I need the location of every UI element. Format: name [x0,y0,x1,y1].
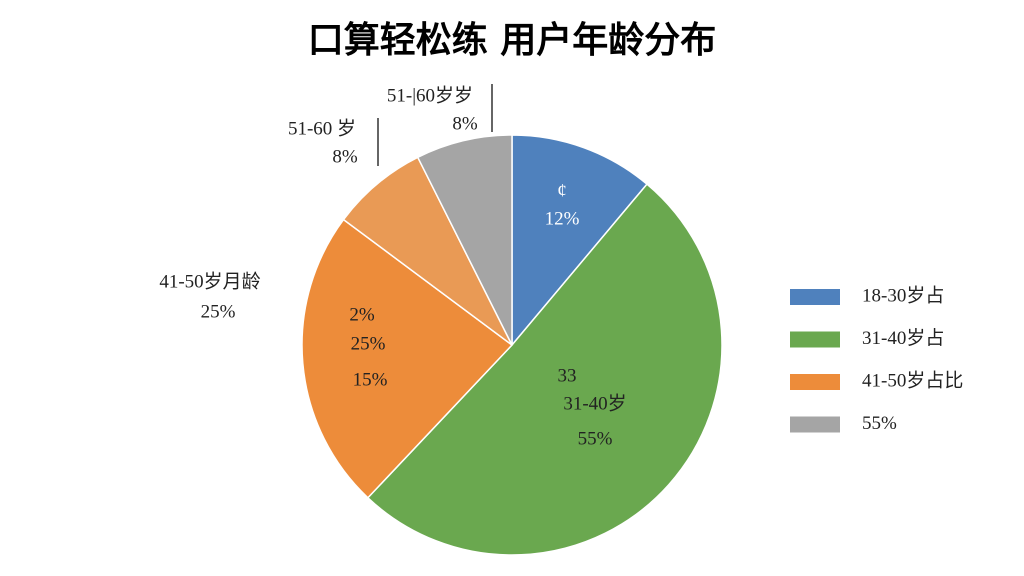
annotation: ¢ [557,180,567,201]
legend-label: 55% [862,413,897,434]
legend-swatch [790,331,840,348]
pie-slice [342,156,513,346]
pie-slice [511,134,649,348]
annotation: 33 [558,365,577,386]
category-label: 41-50岁月龄 [159,270,260,292]
pie-slice [416,134,513,346]
value-label: 8% [332,146,358,167]
value-label: 8% [452,113,478,134]
legend-swatch [790,374,840,390]
legend-swatch [790,289,840,305]
legend-label: 18-30岁占 [862,284,944,306]
annotation: 2% [349,304,375,325]
category-label: 31-40岁 [563,392,626,414]
value-label: 25% [351,333,386,354]
pie-slice [366,183,723,556]
category-label: 51-60 岁 [288,117,356,139]
pie-slice [301,218,514,499]
value-label: 12% [545,208,580,229]
value-label: 25% [201,301,236,322]
value-label: 55% [578,428,613,449]
legend-label: 31-40岁占 [862,327,944,349]
legend-swatch [790,416,840,433]
category-label: 51-|60岁岁 [387,84,473,106]
legend-label: 41-50岁占比 [862,369,963,391]
annotation: 15% [353,369,388,390]
chart-title: 口算轻松练 用户年龄分布 [308,20,717,61]
